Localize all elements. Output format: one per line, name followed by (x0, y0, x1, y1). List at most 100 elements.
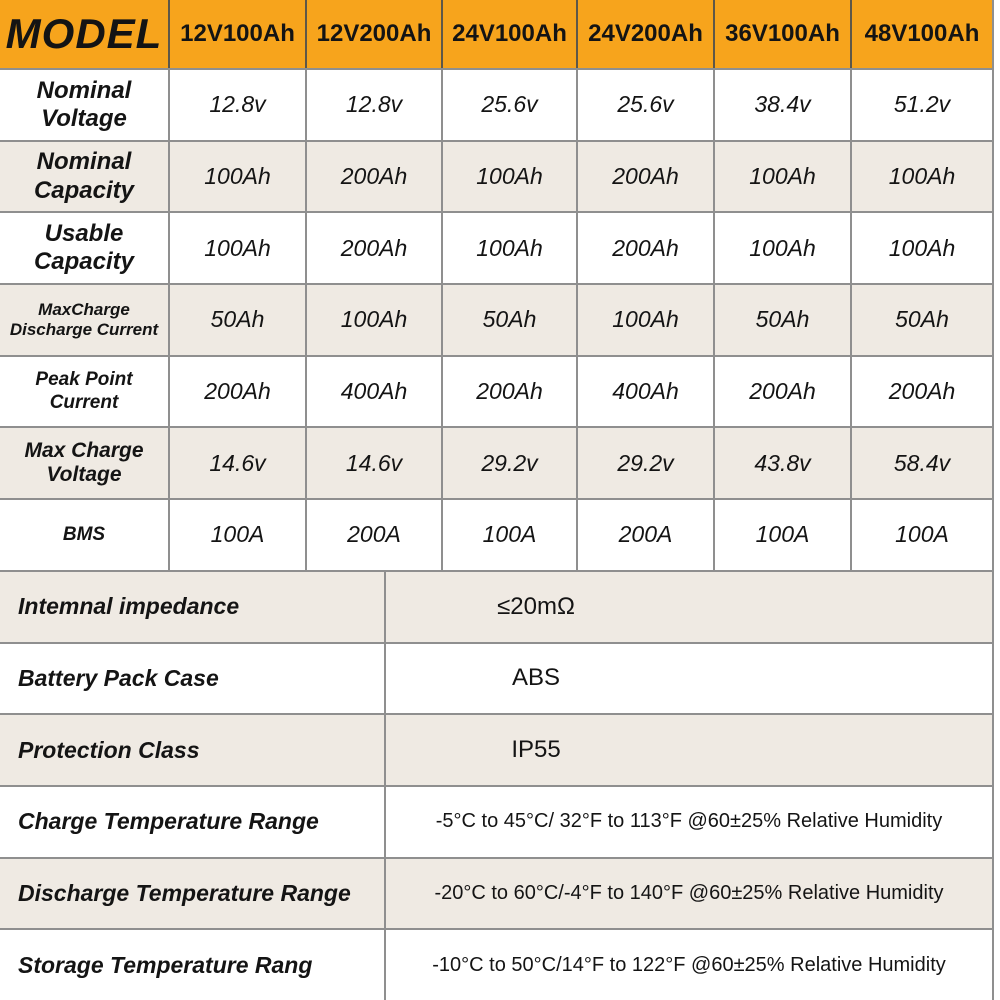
spec-value: 14.6v (170, 428, 307, 499)
spec-value: 200Ah (578, 213, 715, 284)
spec-value: 200A (578, 500, 715, 570)
column-header-1: 12V200Ah (307, 0, 443, 68)
column-header-0: 12V100Ah (170, 0, 307, 68)
spec-row: Nominal Capacity 100Ah 200Ah 100Ah 200Ah 100Ah… (0, 139, 992, 212)
spec-value: 100A (715, 500, 852, 570)
spec-row-label: Max Charge Voltage (0, 428, 170, 499)
info-row-label: Battery Pack Case (0, 643, 386, 714)
spec-row-label-line: Usable (44, 219, 124, 247)
spec-value: 200Ah (888, 378, 956, 405)
info-row-value: -20°C to 60°C/-4°F to 140°F @60±25% Rela… (434, 881, 944, 904)
spec-value: 50Ah (170, 285, 307, 355)
spec-value: 100Ah (578, 285, 715, 355)
spec-value: 400Ah (307, 356, 443, 427)
spec-row-label-line: Current (49, 391, 119, 413)
spec-row: Max Charge Voltage 14.6v 14.6v 29.2v 29.2v 43.… (0, 426, 992, 499)
info-row-value: IP55 (511, 736, 561, 764)
spec-value: 200Ah (307, 213, 443, 284)
info-row-label: Intemnal impedance (0, 571, 386, 642)
spec-row: MaxCharge Discharge Current 50Ah 100Ah 50Ah 1… (0, 283, 992, 355)
info-row-value-cell: IP55 (386, 715, 992, 785)
info-row-label: Charge Temperature Range (0, 786, 386, 857)
spec-row-label-line: Peak Point (35, 369, 133, 391)
spec-row-label: Peak Point Current (0, 356, 170, 427)
info-row-value: -10°C to 50°C/14°F to 122°F @60±25% Rela… (432, 953, 946, 976)
spec-value: 58.4v (893, 449, 951, 476)
spec-value: 50Ah (715, 285, 852, 355)
spec-value: 400Ah (578, 356, 715, 427)
spec-value: 100A (895, 521, 949, 548)
spec-value: 14.6v (307, 428, 443, 499)
info-row-label: Discharge Temperature Range (0, 858, 386, 929)
spec-value: 200Ah (578, 141, 715, 212)
spec-value: 200Ah (307, 141, 443, 212)
spec-value: 100Ah (170, 213, 307, 284)
spec-row-label: Nominal Voltage (0, 70, 170, 140)
info-row-value-cell: ≤20mΩ (386, 572, 992, 642)
info-row: Discharge Temperature Range -20°C to 60°C… (0, 856, 992, 929)
spec-value: 25.6v (443, 70, 578, 140)
info-row-value-cell: -20°C to 60°C/-4°F to 140°F @60±25% Rela… (386, 859, 992, 929)
info-row-value: -5°C to 45°C/ 32°F to 113°F @60±25% Rela… (435, 810, 943, 833)
spec-value: 51.2v (893, 91, 951, 118)
spec-value: 43.8v (715, 428, 852, 499)
spec-row-label-line: Nominal (36, 76, 132, 104)
spec-value: 100Ah (888, 234, 956, 261)
spec-row: Usable Capacity 100Ah 200Ah 100Ah 200Ah 100Ah 1… (0, 211, 992, 284)
info-row: Charge Temperature Range -5°C to 45°C/ 32… (0, 784, 992, 857)
column-header-3: 24V200Ah (578, 0, 715, 68)
spec-row-label-line: MaxCharge (38, 299, 130, 319)
spec-row-label-line: Voltage (46, 463, 122, 487)
info-row-label: Protection Class (0, 715, 386, 785)
spec-row: BMS 100A 200A 100A 200A 100A 100A (0, 498, 992, 570)
spec-value: 200Ah (715, 356, 852, 427)
spec-value: 100Ah (715, 213, 852, 284)
spec-row-label-line: Voltage (41, 104, 127, 132)
info-row-label: Storage Temperature Rang (0, 930, 386, 1000)
info-row-value-cell: ABS (386, 644, 992, 714)
spec-row: Nominal Voltage 12.8v 12.8v 25.6v 25.6v 38.4v 5… (0, 68, 992, 140)
spec-value: 100Ah (888, 163, 956, 190)
spec-value: 100Ah (715, 141, 852, 212)
spec-value: 100Ah (307, 285, 443, 355)
info-row: Protection Class IP55 (0, 713, 992, 785)
spec-row-label-line: Capacity (33, 176, 135, 204)
spec-row-label-line: BMS (62, 523, 106, 545)
spec-value: 12.8v (307, 70, 443, 140)
spec-value: 38.4v (715, 70, 852, 140)
spec-row-label: Nominal Capacity (0, 141, 170, 212)
table-header-row: MODEL 12V100Ah 12V200Ah 24V100Ah 24V200Ah 36V… (0, 0, 992, 68)
spec-value: 29.2v (443, 428, 578, 499)
spec-value: 100Ah (443, 141, 578, 212)
column-header-2: 24V100Ah (443, 0, 578, 68)
spec-value: 200Ah (443, 356, 578, 427)
info-row-value-cell: -10°C to 50°C/14°F to 122°F @60±25% Rela… (386, 930, 992, 1000)
info-row-value: ABS (511, 664, 561, 692)
spec-row-label: MaxCharge Discharge Current (0, 285, 170, 355)
spec-value: 100Ah (443, 213, 578, 284)
model-header-cell: MODEL (0, 0, 170, 68)
spec-row-label-line: Max Charge (24, 438, 144, 462)
spec-value: 100Ah (170, 141, 307, 212)
spec-row-label-line: Nominal (36, 148, 132, 176)
info-row-value-cell: -5°C to 45°C/ 32°F to 113°F @60±25% Rela… (386, 787, 992, 857)
spec-row-label-line: Capacity (33, 248, 135, 276)
spec-value: 50Ah (895, 306, 949, 333)
spec-value: 29.2v (578, 428, 715, 499)
spec-value: 100A (443, 500, 578, 570)
spec-row-label: Usable Capacity (0, 213, 170, 284)
spec-value: 200A (307, 500, 443, 570)
column-header-5: 48V100Ah (864, 20, 980, 47)
spec-value: 50Ah (443, 285, 578, 355)
spec-row: Peak Point Current 200Ah 400Ah 200Ah 400Ah 200… (0, 354, 992, 427)
spec-value: 200Ah (170, 356, 307, 427)
spec-row-label-line: Discharge Current (9, 319, 159, 339)
info-row: Intemnal impedance ≤20mΩ (0, 569, 992, 642)
spec-row-label: BMS (0, 500, 170, 570)
info-row: Storage Temperature Rang -10°C to 50°C/14… (0, 928, 992, 1000)
info-row: Battery Pack Case ABS (0, 641, 992, 714)
column-header-4: 36V100Ah (715, 0, 852, 68)
spec-value: 12.8v (170, 70, 307, 140)
spec-value: 25.6v (578, 70, 715, 140)
